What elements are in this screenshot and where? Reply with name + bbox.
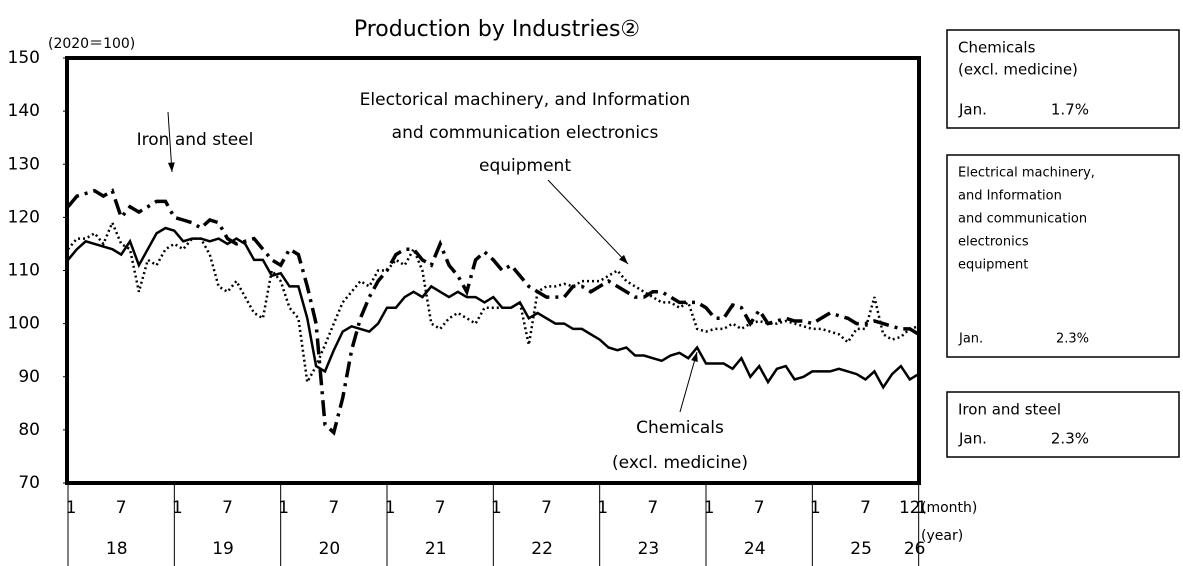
x-tick-label: 1 xyxy=(597,498,608,518)
x-tick-label: 7 xyxy=(541,498,552,518)
side-box-text: (excl. medicine) xyxy=(958,61,1078,79)
annotation-arrow xyxy=(167,111,173,173)
x-tick-label: 7 xyxy=(860,498,871,518)
x-tick-label: 7 xyxy=(222,498,233,518)
y-tick-label: 120 xyxy=(8,207,40,227)
year-label: 19 xyxy=(212,539,234,559)
side-box-change: 1.7% xyxy=(1051,101,1089,119)
side-box xyxy=(946,154,1180,358)
x-tick-label: 7 xyxy=(116,498,127,518)
side-box-text: and communication xyxy=(958,212,1087,227)
side-box-text: and Information xyxy=(958,189,1062,204)
side-box-text: Chemicals xyxy=(958,39,1036,57)
annotation-text: and communication electronics xyxy=(392,123,659,143)
side-box-text: electronics xyxy=(958,235,1029,250)
side-box-change: 2.3% xyxy=(1056,332,1089,347)
year-label: 18 xyxy=(106,539,128,559)
x-tick-label: 1 xyxy=(491,498,502,518)
x-axis-year-label: (year) xyxy=(921,528,963,544)
year-label: 20 xyxy=(319,539,341,559)
y-tick-label: 70 xyxy=(18,473,40,493)
annotation-text: equipment xyxy=(479,156,571,176)
series-line xyxy=(67,219,920,386)
year-label: 24 xyxy=(744,539,766,559)
annotation-text: Iron and steel xyxy=(137,130,254,150)
annotation-text: Chemicals xyxy=(636,418,724,438)
x-tick-label: 1 xyxy=(704,498,715,518)
x-tick-label: 1 xyxy=(66,498,77,518)
annotation-text: (excl. medicine) xyxy=(612,453,748,473)
x-tick-label: 1 xyxy=(810,498,821,518)
annotation-text: Electorical machinery, and Information xyxy=(360,90,691,110)
side-box xyxy=(946,29,1180,129)
side-box-change: 2.3% xyxy=(1051,430,1089,448)
side-box-text: Electrical machinery, xyxy=(958,166,1095,181)
year-label: 21 xyxy=(425,539,447,559)
side-box xyxy=(946,391,1180,458)
year-label: 26 xyxy=(904,539,926,559)
series-line xyxy=(67,226,920,390)
x-tick-label: 7 xyxy=(647,498,658,518)
annotation-arrow xyxy=(547,179,629,265)
x-tick-label: 7 xyxy=(754,498,765,518)
x-tick-label: 1 xyxy=(385,498,396,518)
x-tick-label: 1 xyxy=(278,498,289,518)
year-label: 25 xyxy=(850,539,872,559)
y-axis-label: (2020＝100) xyxy=(48,36,135,52)
x-axis-month-label: (month) xyxy=(921,500,977,516)
y-tick-label: 110 xyxy=(8,261,40,281)
x-tick-label: 12 xyxy=(899,498,921,518)
x-tick-label: 7 xyxy=(435,498,446,518)
chart-title: Production by Industries② xyxy=(354,17,640,42)
arrow-head xyxy=(167,162,175,172)
plot-frame xyxy=(65,56,921,485)
y-tick-label: 130 xyxy=(8,154,40,174)
y-tick-label: 140 xyxy=(8,101,40,121)
year-label: 23 xyxy=(638,539,660,559)
side-box-month: Jan. xyxy=(958,430,987,448)
y-tick-label: 100 xyxy=(8,314,40,334)
x-tick-label: 1 xyxy=(916,498,927,518)
x-tick-label: 7 xyxy=(328,498,339,518)
annotation-arrow xyxy=(679,351,698,413)
side-box-month: Jan. xyxy=(958,101,987,119)
year-label: 22 xyxy=(531,539,553,559)
y-tick-label: 150 xyxy=(8,48,40,68)
arrow-head xyxy=(691,352,698,362)
side-box-month: Jan. xyxy=(958,332,983,347)
series-line xyxy=(66,188,920,436)
arrow-head xyxy=(619,254,628,264)
side-box-text: equipment xyxy=(958,258,1028,273)
x-tick-label: 1 xyxy=(172,498,183,518)
y-tick-label: 80 xyxy=(18,420,40,440)
y-tick-label: 90 xyxy=(18,367,40,387)
side-box-text: Iron and steel xyxy=(958,401,1061,419)
